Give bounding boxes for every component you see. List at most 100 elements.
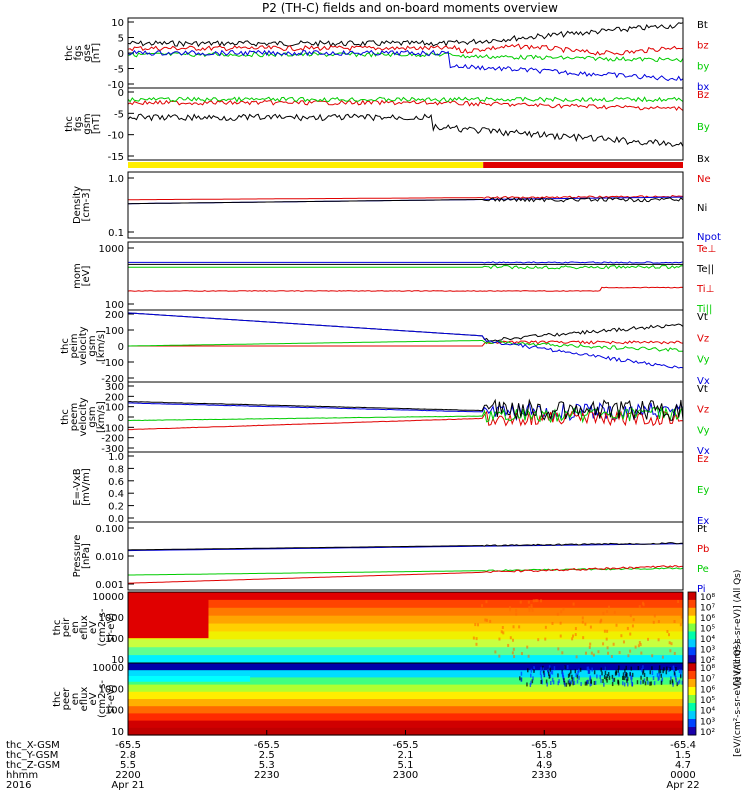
ele-texture (681, 680, 684, 685)
ylabel-density-0: Density (72, 186, 83, 224)
ele-texture (548, 674, 551, 679)
ele-texture (606, 674, 609, 679)
ti-para-line (128, 264, 684, 270)
ele-texture (589, 677, 591, 682)
ion-texture (515, 608, 518, 612)
ele-texture (578, 675, 580, 680)
ele-texture (593, 680, 596, 685)
ele-texture (643, 678, 646, 683)
ylabel-fgs_gsm-0: thc (64, 116, 75, 132)
ion-texture (526, 645, 529, 649)
ele-texture (549, 674, 551, 679)
band-peer_spec-1 (128, 670, 683, 678)
ele-texture (519, 676, 521, 681)
ylabel-fgs_gsm-1: fgs (73, 116, 84, 131)
ele-early-band (128, 675, 251, 682)
colorbar-ele-label: [eV/(cm²-s-sr-eV)] (All Qs) (733, 641, 743, 757)
ion-texture (597, 650, 600, 654)
ion-texture (551, 621, 554, 625)
ele-texture (564, 682, 566, 687)
legend-fgs_gsm-2: Bx (697, 154, 710, 165)
ytick-efield-3: 0.4 (108, 489, 124, 500)
ele-texture (625, 672, 628, 677)
colorbar-ele-stop (688, 663, 696, 672)
ion-texture (518, 625, 521, 629)
legend-peem_vel-1: Vz (697, 405, 709, 416)
ytick-efield-4: 0.2 (108, 502, 124, 513)
legend-fgs_gse-3: bx (697, 82, 709, 93)
ion-texture (507, 643, 510, 647)
xtick-3-row-3: 2330 (532, 770, 557, 781)
band-peir_spec-4 (128, 623, 683, 633)
xtick-4-row-2: 4.7 (675, 760, 691, 771)
ion-texture (607, 605, 610, 609)
ytick-fgs_gsm-0: 0 (118, 88, 124, 99)
legend-peim_vel-3: Vx (697, 376, 710, 387)
legend-temp-0: Te⊥ (696, 244, 716, 255)
xrow-label-4: 2016 (6, 780, 31, 791)
ele-texture (649, 681, 651, 686)
ion-texture (562, 607, 565, 611)
colorbar-ele-stop (688, 679, 696, 688)
ele-texture (653, 681, 656, 686)
ylabel-peim_vel-2: velocity (78, 326, 89, 365)
ion-texture (532, 599, 535, 603)
ion-texture (673, 651, 676, 655)
xrow-label-0: thc_X-GSM (6, 740, 60, 751)
ele-texture (678, 668, 681, 673)
colorbar-ele-tick: 10⁸ (700, 664, 715, 674)
ylabel-peer_spec-0: thc (52, 691, 63, 707)
ele-texture (660, 673, 663, 678)
ylabel-peir_spec-5: (cm2-s- (97, 608, 108, 646)
ylabel-peem_vel-0: thc (60, 409, 71, 425)
e-vz-line (128, 410, 684, 431)
ion-texture (530, 604, 533, 608)
colorbar-ion-label: [eV/(cm²-s-sr-eV)] (All Qs) (733, 570, 743, 686)
panel-density: Density[cm-3] 1.0 0.1 Ne Ni Npot (72, 171, 721, 243)
bx-line (127, 49, 684, 82)
legend-peim_vel-1: Vz (697, 333, 709, 344)
ion-texture (638, 605, 641, 609)
ele-texture (625, 665, 627, 670)
ele-texture (550, 670, 552, 675)
ele-texture (526, 682, 528, 687)
ion-texture (536, 599, 539, 603)
ion-texture (637, 644, 640, 648)
frame-density (127, 171, 684, 239)
ti-perp-line (128, 261, 684, 264)
ele-texture (550, 680, 552, 685)
ion-texture (603, 629, 606, 633)
ele-texture (547, 668, 549, 673)
ele-texture (574, 669, 577, 674)
ion-texture (615, 623, 618, 627)
ele-texture (576, 679, 579, 684)
xtick-1-row-1: 2.5 (259, 750, 275, 761)
colorbar-ele-tick: 10⁷ (700, 675, 715, 685)
ele-texture (540, 679, 542, 684)
ytick-peim_vel-4: -200 (101, 374, 124, 385)
ele-texture (540, 667, 542, 672)
ele-texture (652, 676, 655, 681)
ion-texture (599, 620, 602, 624)
ion-texture (513, 655, 516, 659)
ele-texture (614, 671, 617, 676)
ele-texture (612, 678, 614, 683)
ele-texture (520, 677, 523, 682)
ylabel-peir_spec-3: eflux (79, 615, 90, 640)
ele-texture (649, 670, 651, 675)
ylabel-peem_vel-4: [km/s] (96, 401, 107, 433)
ele-texture (669, 667, 671, 672)
ele-texture (602, 679, 604, 684)
legend-density-0: Ne (697, 174, 711, 185)
ele-texture (520, 671, 523, 676)
ele-texture (673, 671, 676, 676)
ion-texture (559, 634, 562, 638)
colorbar-ion-stop (688, 647, 696, 656)
colorbar-ion-stop (688, 655, 696, 664)
ele-texture (586, 679, 589, 684)
ele-texture (569, 681, 572, 686)
band-peir_spec-0 (128, 592, 683, 601)
panel-efield: E=-VxB[mV/m] 1.00.8 0.60.4 0.20.0 Ez Ey Ex (72, 451, 709, 527)
